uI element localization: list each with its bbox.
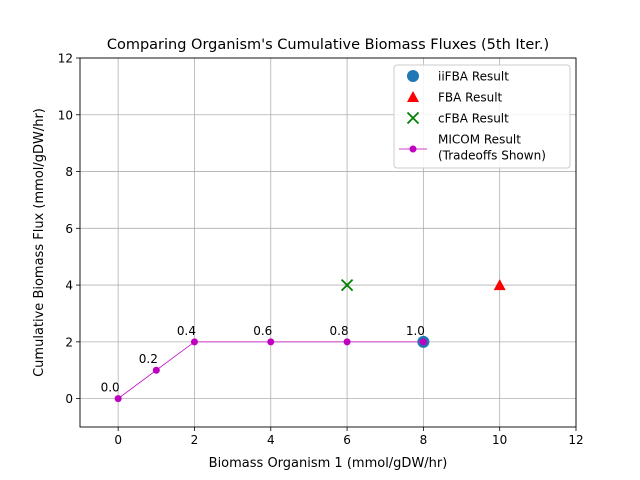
y-tick-label: 0: [65, 392, 73, 406]
micom-point-label: 0.6: [253, 324, 272, 338]
legend-label: cFBA Result: [438, 112, 509, 126]
micom-point-label: 0.2: [139, 352, 158, 366]
micom-point-label: 0.0: [101, 381, 120, 395]
y-axis-label: Cumulative Biomass Flux (mmol/gDW/hr): [32, 108, 47, 377]
x-tick-label: 8: [420, 433, 428, 447]
axis-ticks: 0 2 4 6 8 10 12 0 2 4 6 8 10 12: [58, 52, 584, 448]
x-tick-label: 6: [343, 433, 351, 447]
micom-point: [267, 338, 275, 346]
legend-swatch-micom: [409, 145, 417, 153]
y-tick-label: 10: [58, 108, 73, 122]
data-marks: 0.0 0.2 0.4 0.6 0.8 1.0: [101, 278, 506, 403]
x-tick-label: 4: [267, 433, 275, 447]
micom-point: [343, 338, 351, 346]
legend: iiFBA Result FBA Result cFBA Result MICOM R…: [393, 64, 571, 169]
micom-point-label: 1.0: [406, 324, 425, 338]
y-tick-label: 12: [58, 52, 73, 66]
micom-point: [190, 338, 198, 346]
legend-swatch-iifba: [407, 70, 419, 82]
micom-point-label: 0.8: [330, 324, 349, 338]
x-tick-label: 0: [114, 433, 122, 447]
cfba-point-stroke: [340, 278, 354, 292]
legend-swatch-cfba: [406, 111, 420, 125]
x-tick-label: 10: [492, 433, 507, 447]
y-tick-label: 4: [65, 279, 73, 293]
micom-line: [117, 341, 424, 399]
micom-point: [114, 395, 122, 403]
chart-title: Comparing Organism's Cumulative Biomass …: [107, 37, 549, 53]
micom-point: [419, 338, 427, 346]
micom-point: [152, 366, 160, 374]
legend-label: MICOM Result: [438, 133, 521, 147]
legend-swatch-fba: [407, 91, 419, 102]
legend-label: FBA Result: [438, 91, 503, 105]
micom-point-label: 0.4: [177, 324, 196, 338]
x-tick-label: 2: [191, 433, 199, 447]
y-tick-label: 8: [65, 165, 73, 179]
plot-frame: [79, 57, 577, 428]
cfba-point: [340, 278, 354, 292]
legend-box: [393, 64, 571, 169]
y-tick-label: 2: [65, 335, 73, 349]
legend-label: (Tradeoffs Shown): [438, 149, 546, 163]
fba-point: [493, 279, 506, 291]
legend-swatch-cfba-stroke: [406, 111, 420, 125]
legend-label: iiFBA Result: [438, 70, 509, 84]
y-tick-label: 6: [65, 222, 73, 236]
x-tick-label: 12: [568, 433, 583, 447]
x-axis-label: Biomass Organism 1 (mmol/gDW/hr): [209, 456, 448, 471]
